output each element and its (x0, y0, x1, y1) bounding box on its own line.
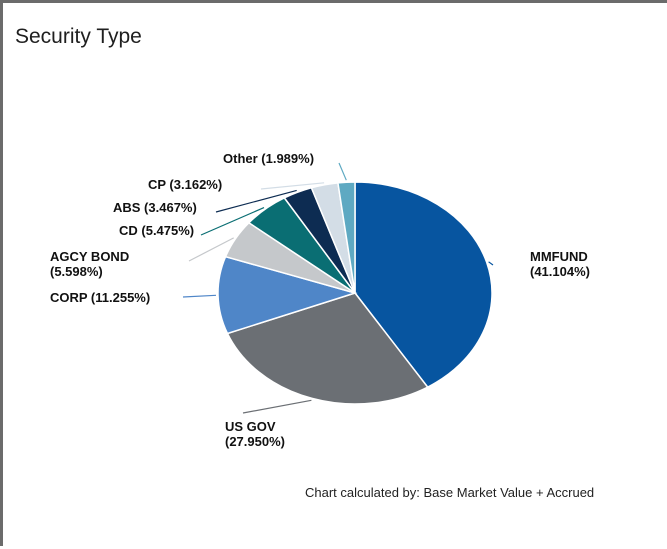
leader-line-cp (260, 182, 325, 190)
leader-line-us-gov (242, 399, 312, 414)
slice-label-mmfund: MMFUND (530, 249, 588, 264)
slice-label-other: Other (1.989%) (223, 151, 314, 166)
pie-slice-mmfund (354, 181, 493, 389)
slice-percent-us-gov: (27.950%) (225, 434, 285, 449)
slice-label-abs: ABS (3.467%) (113, 200, 197, 215)
leader-line-abs (215, 189, 297, 213)
leader-line-corp (182, 294, 217, 298)
chart-title: Security Type (15, 25, 142, 48)
slice-label-agcy-bond: AGCY BOND (50, 249, 129, 264)
pie-slice-us-gov (226, 292, 429, 405)
leader-line-agcy-bond (188, 237, 234, 262)
pie-slice-other (337, 181, 356, 294)
slice-label-cp: CP (3.162%) (148, 177, 222, 192)
slice-percent-mmfund: (41.104%) (530, 264, 590, 279)
leader-line-mmfund (488, 261, 494, 266)
slice-percent-agcy-bond: (5.598%) (50, 264, 103, 279)
leader-line-cd (200, 207, 265, 236)
slice-label-corp: CORP (11.255%) (50, 290, 150, 305)
chart-footnote: Chart calculated by: Base Market Value +… (305, 485, 595, 500)
pie-chart: MMFUND(41.104%) US GOV(27.950%) CORP (11.2… (50, 151, 590, 449)
slice-label-us-gov: US GOV (225, 419, 276, 434)
leader-line-other (338, 162, 347, 181)
slice-label-cd: CD (5.475%) (119, 223, 194, 238)
pie-slice-corp (217, 255, 358, 335)
